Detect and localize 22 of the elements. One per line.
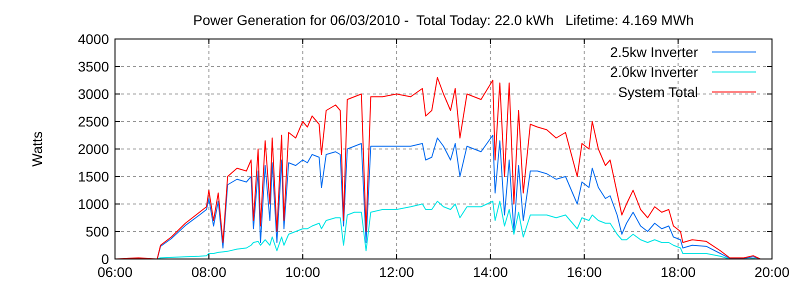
x-tick-label: 14:00 bbox=[472, 264, 508, 280]
legend-label: 2.0kw Inverter bbox=[610, 64, 698, 80]
x-tick-label: 16:00 bbox=[566, 264, 602, 280]
x-tick-label: 08:00 bbox=[191, 264, 227, 280]
y-tick-label: 1500 bbox=[78, 168, 110, 184]
y-tick-label: 1000 bbox=[78, 196, 110, 212]
chart-title: Power Generation for 06/03/2010 - Total Today: 22.0 kWh Lifetime: 4.169 MWh bbox=[193, 12, 694, 28]
y-tick-label: 4000 bbox=[78, 30, 110, 47]
x-tick-label: 18:00 bbox=[660, 264, 696, 280]
x-tick-label: 20:00 bbox=[754, 264, 790, 280]
y-tick-label: 2500 bbox=[78, 113, 110, 130]
legend-label: 2.5kw Inverter bbox=[610, 44, 698, 60]
y-tick-label: 3000 bbox=[78, 86, 110, 102]
y-tick-label: 500 bbox=[86, 223, 110, 240]
y-tick-label: 0 bbox=[101, 250, 110, 267]
y-tick-label: 3500 bbox=[78, 58, 110, 74]
y-tick-label: 2000 bbox=[78, 140, 110, 157]
x-tick-label: 12:00 bbox=[379, 264, 414, 280]
x-tick-label: 10:00 bbox=[285, 264, 320, 280]
legend-label: System Total bbox=[618, 84, 698, 100]
y-axis-title: Watts bbox=[29, 131, 45, 167]
x-tick-label: 06:00 bbox=[97, 264, 133, 280]
